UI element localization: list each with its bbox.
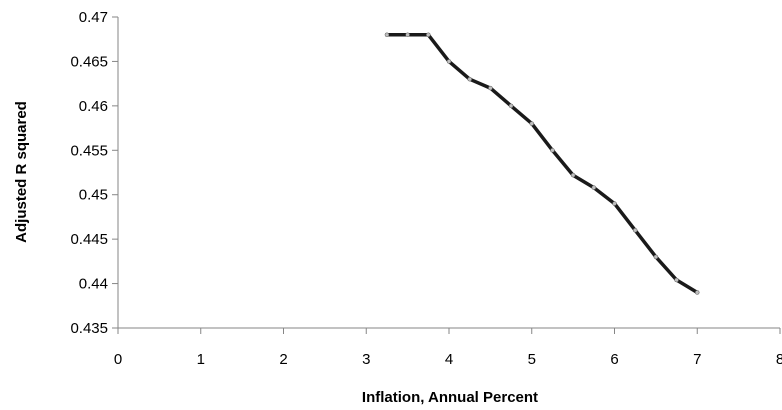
y-tick-label: 0.44	[79, 276, 108, 293]
y-axis-title: Adjusted R squared	[13, 101, 30, 243]
x-axis-title: Inflation, Annual Percent	[362, 389, 538, 406]
chart-series	[384, 32, 700, 295]
x-tick-label: 0	[114, 351, 122, 368]
data-point	[384, 32, 390, 38]
x-tick-label: 5	[528, 351, 536, 368]
x-tick-label: 7	[693, 351, 701, 368]
x-tick-label: 8	[776, 351, 782, 368]
x-tick-label: 6	[610, 351, 618, 368]
data-point	[591, 185, 597, 190]
data-point	[653, 254, 659, 260]
y-tick-label: 0.45	[79, 187, 108, 204]
data-point	[508, 103, 514, 109]
data-point	[674, 277, 679, 283]
data-point	[446, 59, 452, 64]
chart-ticks: 0 1 2 3 4 5 6 7 8 0.435 0.44 0.445 0.45 0.455 0.46 0.46…	[70, 9, 782, 368]
data-point	[570, 172, 576, 178]
data-point	[695, 290, 700, 295]
data-point	[632, 228, 638, 233]
x-tick-label: 2	[279, 351, 287, 368]
y-tick-label: 0.47	[79, 9, 108, 26]
y-tick-label: 0.46	[79, 98, 108, 115]
data-point	[467, 76, 472, 82]
x-tick-label: 1	[197, 351, 205, 368]
x-tick-label: 4	[445, 351, 453, 368]
y-tick-label: 0.455	[70, 142, 108, 159]
data-point	[488, 85, 493, 91]
y-tick-label: 0.465	[70, 53, 108, 70]
data-point	[405, 32, 410, 38]
data-point	[426, 32, 431, 38]
y-tick-label: 0.445	[70, 231, 108, 248]
x-tick-label: 3	[362, 351, 370, 368]
data-point	[550, 148, 555, 153]
data-point	[612, 201, 617, 206]
data-point	[529, 121, 534, 126]
series-line	[385, 33, 700, 295]
y-tick-label: 0.435	[70, 320, 108, 337]
